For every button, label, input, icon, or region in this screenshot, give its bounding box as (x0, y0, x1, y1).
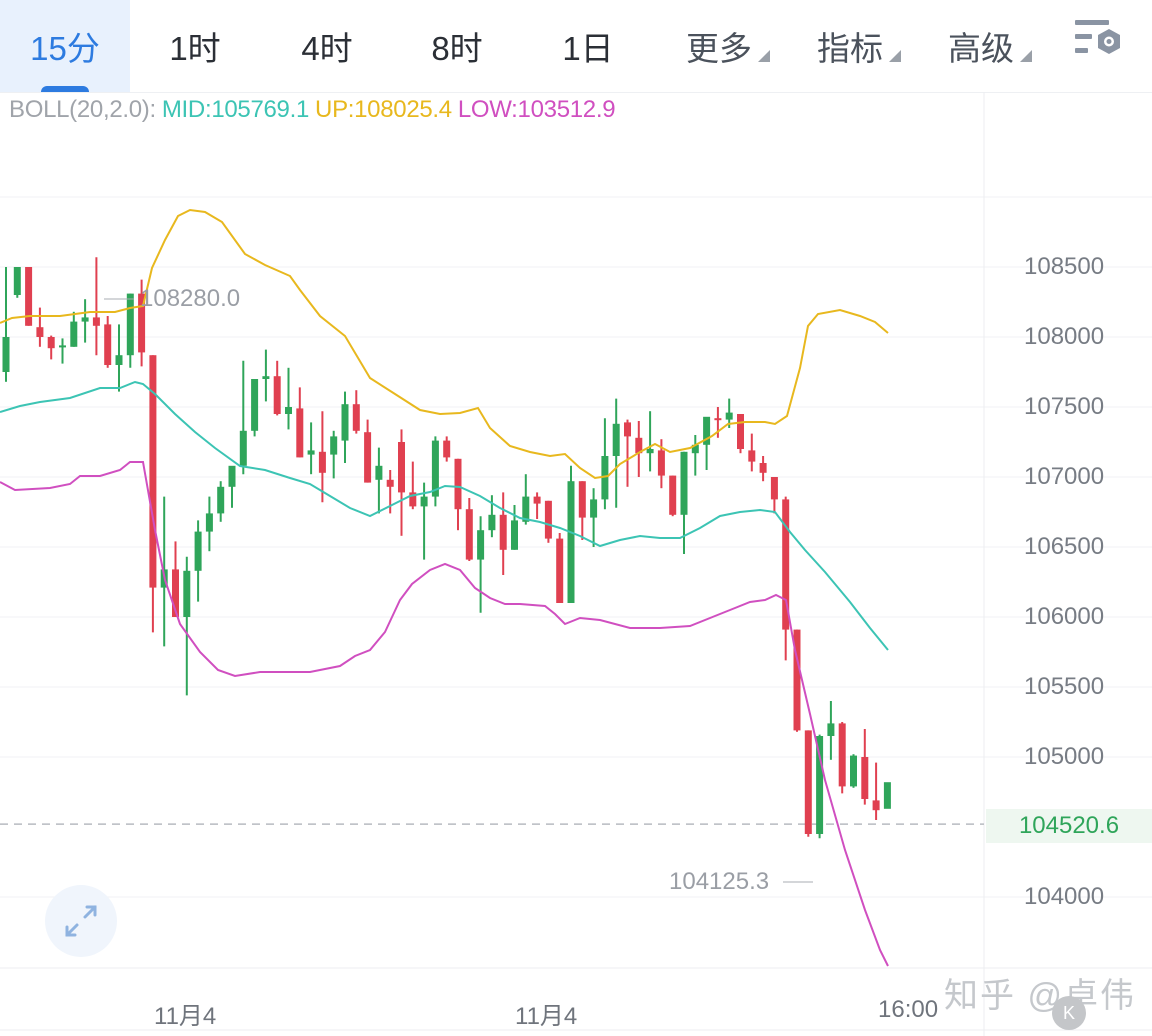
dropdown-label: 高级 (948, 30, 1014, 67)
tab-label: 4时 (301, 30, 353, 67)
tab-label: 15分 (30, 30, 100, 67)
dropdown-corner-icon (758, 50, 770, 62)
tab-1h[interactable]: 1时 (150, 0, 240, 92)
chart-settings-icon[interactable] (1072, 18, 1128, 62)
tab-label: 1日 (562, 30, 614, 67)
high-marker-label: 108280.0 (140, 285, 241, 312)
fullscreen-button[interactable] (45, 885, 117, 957)
last-price-tag: 104520.6 (986, 809, 1152, 843)
y-tick-label: 108500 (1024, 253, 1105, 280)
tab-8h[interactable]: 8时 (412, 0, 502, 92)
legend-mid: MID:105769.1 (161, 96, 310, 123)
y-tick-label: 107500 (1024, 393, 1105, 420)
y-tick-label: 104000 (1024, 883, 1105, 910)
dropdown-corner-icon (1020, 50, 1032, 62)
tab-label: 1时 (169, 30, 221, 67)
watermark: 知乎 @卓伟 (944, 977, 1136, 1015)
x-tick-label: 11月4 (515, 1003, 578, 1030)
x-tick-label: 16:00 (878, 996, 939, 1023)
tab-1d[interactable]: 1日 (543, 0, 633, 92)
y-tick-label: 105000 (1024, 743, 1105, 770)
y-tick-label: 108000 (1024, 323, 1105, 350)
low-marker-label: 104125.3 (669, 868, 770, 895)
tab-4h[interactable]: 4时 (282, 0, 372, 92)
advanced-dropdown[interactable]: 高级 (946, 0, 1032, 92)
y-tick-label: 106500 (1024, 533, 1105, 560)
legend-low: LOW:103512.9 (457, 96, 616, 123)
dropdown-label: 指标 (817, 30, 883, 67)
y-tick-label: 106000 (1024, 603, 1105, 630)
active-tab-indicator (41, 86, 89, 92)
tab-label: 8时 (431, 30, 483, 67)
y-tick-label: 107000 (1024, 463, 1105, 490)
dropdown-label: 更多 (686, 30, 752, 67)
boll-legend: BOLL(20,2.0): MID:105769.1 UP:108025.4 LOW:… (9, 96, 621, 124)
legend-up: UP:108025.4 (315, 96, 452, 123)
tab-15min[interactable]: 15分 (0, 0, 130, 92)
legend-prefix: BOLL(20,2.0): (9, 96, 156, 123)
dropdown-corner-icon (889, 50, 901, 62)
expand-arrows-icon (65, 905, 97, 937)
y-tick-label: 105500 (1024, 673, 1105, 700)
timeframe-toolbar: 15分 1时 4时 8时 1日 更多 指标 高级 (0, 0, 1152, 93)
more-dropdown[interactable]: 更多 (684, 0, 770, 92)
x-tick-label: 11月4 (154, 1003, 217, 1030)
indicators-dropdown[interactable]: 指标 (815, 0, 901, 92)
k-line-button[interactable]: K (1052, 996, 1086, 1030)
